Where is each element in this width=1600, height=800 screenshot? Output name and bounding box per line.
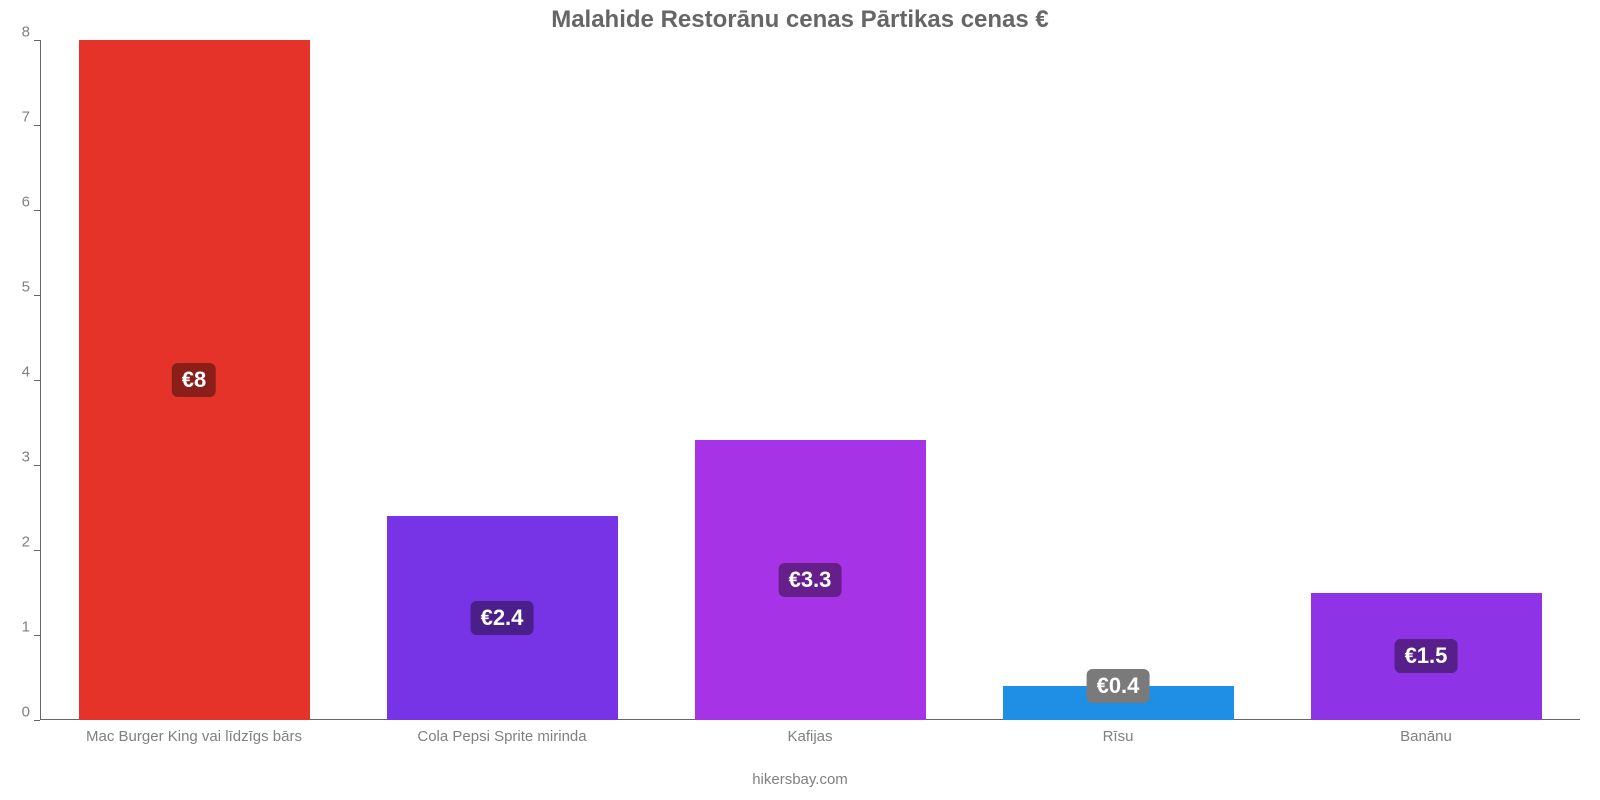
y-tick-label: 4 [22, 364, 30, 381]
y-tick-label: 6 [22, 194, 30, 211]
category-label: Rīsu [1103, 728, 1134, 745]
y-tick: 4 [34, 380, 40, 381]
y-tick: 2 [34, 550, 40, 551]
chart-title: Malahide Restorānu cenas Pārtikas cenas … [0, 0, 1600, 34]
y-tick: 8 [34, 40, 40, 41]
y-tick-label: 1 [22, 619, 30, 636]
y-tick: 5 [34, 295, 40, 296]
bar-value-label: €8 [172, 363, 216, 397]
y-tick-label: 8 [22, 24, 30, 41]
y-tick-label: 7 [22, 109, 30, 126]
y-tick-label: 3 [22, 449, 30, 466]
y-tick-label: 5 [22, 279, 30, 296]
y-tick: 1 [34, 635, 40, 636]
bar-value-label: €2.4 [471, 601, 534, 635]
bar-value-label: €3.3 [779, 563, 842, 597]
bar-value-label: €1.5 [1395, 639, 1458, 673]
y-tick: 6 [34, 210, 40, 211]
y-tick: 7 [34, 125, 40, 126]
y-tick: 3 [34, 465, 40, 466]
plot-area: 012345678€8Mac Burger King vai līdzīgs b… [40, 40, 1580, 720]
y-axis [40, 40, 41, 720]
bar-value-label: €0.4 [1087, 669, 1150, 703]
category-label: Mac Burger King vai līdzīgs bārs [86, 728, 302, 745]
bar-chart: Malahide Restorānu cenas Pārtikas cenas … [0, 0, 1600, 800]
category-label: Banānu [1400, 728, 1452, 745]
category-label: Cola Pepsi Sprite mirinda [417, 728, 586, 745]
y-tick-label: 0 [22, 704, 30, 721]
chart-footer: hikersbay.com [752, 771, 848, 788]
y-tick: 0 [34, 720, 40, 721]
category-label: Kafijas [787, 728, 832, 745]
y-tick-label: 2 [22, 534, 30, 551]
